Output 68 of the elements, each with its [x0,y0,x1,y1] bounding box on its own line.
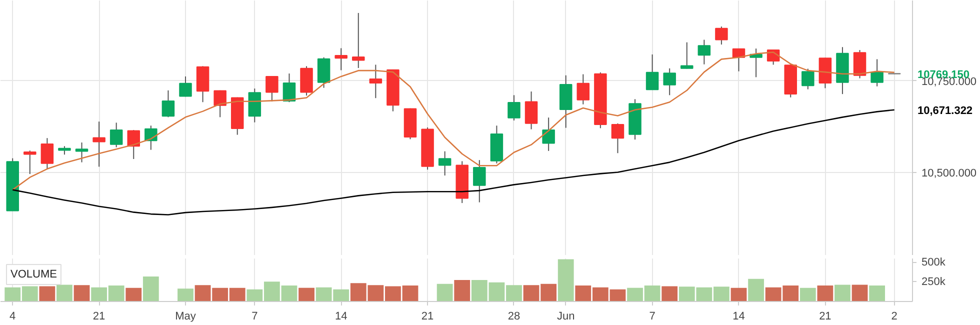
candlestick [92,121,106,168]
candlestick [853,50,866,79]
y-tick-label: 10,500.000 [922,168,977,180]
x-tick-label: 14 [732,310,745,322]
bar [126,288,142,302]
x-tick-label: 21 [92,310,106,322]
x-tick-label: May [175,310,196,322]
candlestick [300,66,313,96]
candlestick [750,48,762,78]
line-series [12,109,895,216]
bar [730,288,747,302]
bar [436,284,453,302]
candlestick [24,150,36,175]
bar [834,284,850,302]
candlestick [40,138,54,170]
candlestick [576,74,590,105]
candlestick [473,160,486,203]
candlestick [266,76,278,102]
candlestick [110,122,123,148]
candlestick [524,90,538,130]
text: 10,671.322 [918,104,973,117]
bar [662,286,678,302]
candlestick [698,39,711,65]
x-tick-label: 4 [10,310,16,322]
bar [800,288,816,302]
x-tick-label: 21 [421,310,434,322]
x-tick-label: 28 [508,310,520,322]
x-tick-label: 7 [649,310,656,322]
candlestick [646,54,659,91]
candlestick [352,12,365,69]
bar [869,285,886,302]
bar [178,288,194,302]
bar [74,285,90,302]
bar [852,284,868,302]
bar [817,285,834,302]
candlestick [438,150,452,176]
y-tick-label: 250k [922,276,946,288]
candlestick [508,94,520,121]
candlestick [334,48,348,71]
candlestick [369,64,382,99]
bar [298,288,314,302]
candlestick [802,68,814,90]
candlestick [663,68,676,96]
bar [56,284,72,302]
x-tick-label: 21 [819,310,832,322]
candlestick [715,26,728,46]
text: VOLUME [10,268,57,280]
candlestick [680,42,694,70]
candlestick [542,117,555,152]
bar [142,276,159,302]
y-tick-label: 500k [922,256,946,268]
candlestick [162,90,175,118]
candlestick [282,73,296,103]
candlestick [179,76,192,98]
candlestick [870,58,884,87]
candlestick [75,142,88,163]
candlestick [248,88,262,123]
bar [454,280,470,302]
x-tick-label: 14 [334,310,348,322]
candlestick [611,122,624,154]
bar [748,278,764,302]
candlestick [127,130,140,160]
x-tick-label: Jun [556,310,575,322]
x-tick-label: 2 [891,310,898,322]
x-tick-label: 7 [252,310,258,322]
bar [39,286,56,302]
bar [558,259,574,302]
candlestick [317,56,330,88]
